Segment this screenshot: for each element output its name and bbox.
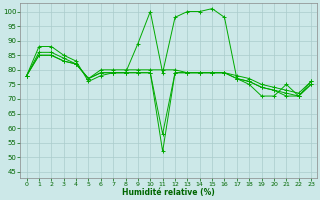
X-axis label: Humidité relative (%): Humidité relative (%) — [123, 188, 215, 197]
